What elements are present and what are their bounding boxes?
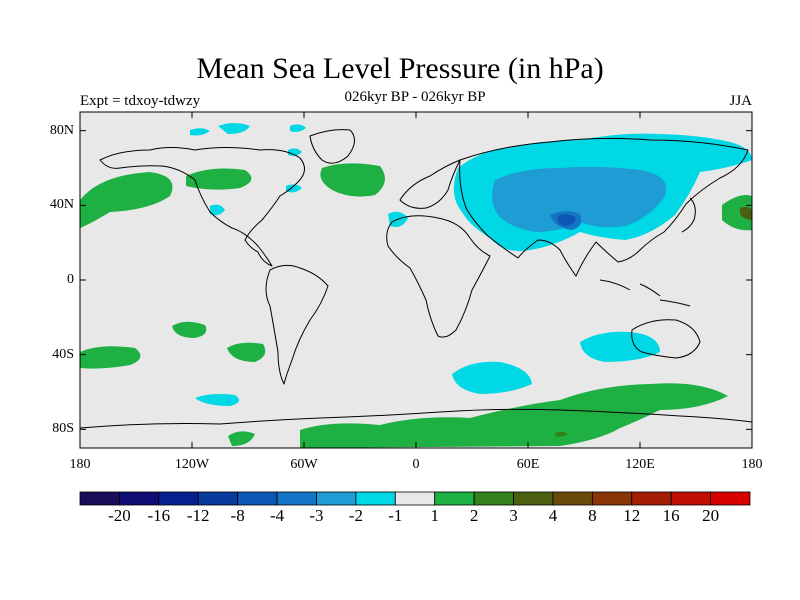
colorbar-label: -16: [147, 506, 171, 525]
lon-tick-label: 180: [741, 457, 763, 472]
coastline-greenland: [309, 129, 355, 164]
anomaly-region: [80, 172, 173, 228]
anomaly-region: [186, 168, 252, 190]
colorbar-label: -12: [186, 506, 210, 525]
map-subtitle: 026kyr BP - 026kyr BP: [344, 89, 486, 105]
colorbar-label: 2: [469, 506, 479, 525]
colorbar-swatch: [355, 491, 396, 506]
colorbar-label: -4: [269, 506, 285, 525]
anomaly-region: [190, 128, 210, 136]
colorbar-label: 16: [662, 506, 680, 525]
coastline-europe: [399, 159, 461, 209]
lon-tick-label: 180: [69, 457, 91, 472]
lat-tick-label: 0: [67, 272, 74, 287]
colorbar-swatch: [237, 491, 278, 506]
colorbar-swatch: [158, 491, 199, 506]
colorbar-label: -8: [230, 506, 245, 525]
coastline-australia: [631, 319, 701, 359]
anomaly-region: [452, 361, 532, 394]
coastline-africa: [386, 215, 491, 338]
colorbar-swatch: [434, 491, 475, 506]
colorbar-swatch: [473, 491, 514, 506]
lon-tick-label: 0: [412, 457, 420, 472]
experiment-label: Expt = tdxoy-tdwzy: [80, 93, 201, 109]
colorbar-swatch: [119, 491, 160, 506]
lon-tick-label: 60E: [516, 457, 540, 472]
colorbar: [79, 491, 751, 506]
anomaly-region: [492, 166, 667, 232]
colorbar-swatch: [79, 491, 120, 506]
colorbar-swatch: [276, 491, 317, 506]
anomaly-region: [722, 195, 752, 231]
colorbar-swatch: [197, 491, 239, 506]
colorbar-swatch: [316, 491, 357, 506]
season-label: JJA: [729, 93, 752, 109]
anomaly-region: [172, 321, 207, 338]
lon-tick-label: 60W: [290, 457, 318, 472]
lat-tick-label: 80S: [52, 421, 74, 437]
colorbar-label: 4: [548, 506, 558, 525]
coastline-antarctica: [80, 408, 752, 429]
coastline-asia: [459, 137, 749, 277]
lat-tick-label: 40S: [52, 346, 74, 362]
axis-ticks: [79, 112, 753, 448]
colorbar-swatch: [710, 491, 751, 506]
colorbar-label: -2: [348, 506, 363, 525]
anomaly-region: [210, 204, 225, 216]
anomaly-region: [320, 163, 385, 197]
lat-tick-label: 80N: [49, 122, 74, 138]
anomaly-region: [286, 184, 302, 193]
colorbar-label: -3: [309, 506, 324, 525]
lat-tick-label: 40N: [49, 197, 74, 213]
anomaly-region: [228, 431, 255, 446]
colorbar-swatch: [631, 491, 672, 506]
colorbar-label: 20: [702, 506, 720, 525]
lon-tick-label: 120W: [174, 457, 210, 472]
colorbar-swatch: [513, 491, 554, 506]
anomaly-region: [300, 383, 728, 448]
coastline-indonesia: [599, 279, 691, 307]
colorbar-label: -1: [388, 506, 403, 525]
anomaly-region: [80, 346, 141, 369]
anomaly-fields: [80, 123, 752, 448]
lon-tick-label: 120E: [625, 457, 655, 472]
coastline-north-america: [99, 147, 305, 267]
colorbar-swatch: [670, 491, 711, 506]
coastlines: [80, 129, 752, 429]
anomaly-region: [740, 206, 752, 220]
coastline-japan: [681, 197, 696, 233]
colorbar-label: 1: [430, 506, 439, 525]
anomaly-region: [555, 431, 568, 437]
map-title: Mean Sea Level Pressure (in hPa): [196, 52, 604, 85]
colorbar-swatch: [394, 491, 436, 506]
anomaly-region: [227, 342, 266, 362]
anomaly-region: [557, 214, 576, 226]
anomaly-region: [218, 123, 250, 134]
colorbar-label: 12: [623, 506, 641, 525]
anomaly-region: [290, 124, 306, 132]
colorbar-label: 8: [588, 506, 597, 525]
anomaly-region: [195, 394, 239, 406]
colorbar-label: 3: [509, 506, 518, 525]
colorbar-swatch: [591, 491, 633, 506]
anomaly-region: [580, 331, 660, 362]
coastline-south-america: [265, 264, 329, 385]
colorbar-label: -20: [108, 506, 131, 525]
colorbar-swatch: [552, 491, 593, 506]
